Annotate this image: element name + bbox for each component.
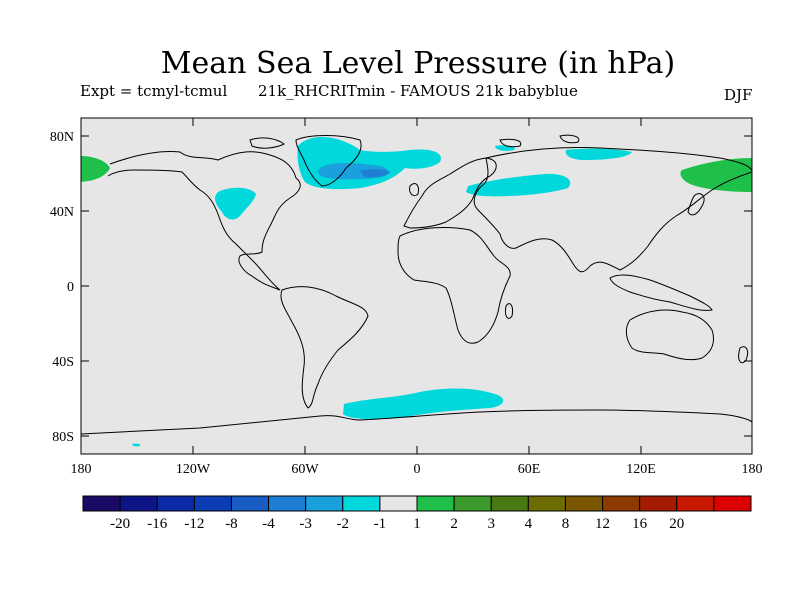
coastline-indonesia (609, 274, 713, 311)
lat-tick-label: 0 (67, 280, 74, 295)
anomaly-siberia (565, 148, 632, 160)
run-label: 21k_RHCRITmin - FAMOUS 21k babyblue (258, 82, 578, 100)
coastline-europe (403, 157, 497, 229)
lat-tick-label: 40N (50, 205, 74, 220)
lon-tick-label: 0 (414, 462, 421, 477)
colorbar-label: 4 (525, 516, 533, 532)
colorbar-swatch (676, 495, 715, 512)
coastline-africa (397, 227, 511, 344)
coastline-antarctica (81, 409, 752, 435)
coastline-greenland (295, 135, 362, 187)
colorbar-swatch (342, 495, 381, 512)
lat-tick-label: 80S (52, 430, 74, 445)
coastline-australia (625, 309, 715, 361)
colorbar-label: -20 (110, 516, 130, 532)
lon-axis: 180 120W 60W 0 60E 120E 180 (71, 118, 763, 477)
coastline-asia (473, 146, 752, 273)
coastline-new-zealand (738, 346, 749, 364)
anomaly-core-dark (360, 169, 390, 178)
lon-tick-label: 120W (176, 462, 211, 477)
colorbar-label: 8 (562, 516, 570, 532)
lat-axis: 80N 40N 0 40S 80S (50, 130, 752, 445)
lat-tick-label: 40S (52, 355, 74, 370)
colorbar-swatch (193, 495, 232, 512)
colorbar-label: -1 (374, 516, 387, 532)
colorbar-swatch (453, 495, 492, 512)
lon-tick-label: 60W (291, 462, 319, 477)
coastline-south-america (280, 286, 369, 409)
anomaly-alaska-west (81, 156, 110, 182)
anomaly-southern-ocean (343, 388, 504, 420)
anomaly-kamchatka (680, 158, 752, 192)
plot-title: Mean Sea Level Pressure (in hPa) (160, 46, 676, 81)
colorbar-label: -16 (147, 516, 167, 532)
anomaly-north-pacific (215, 187, 256, 220)
colorbar-label: 20 (669, 516, 684, 532)
colorbar-swatch (379, 495, 418, 512)
colorbar-swatch (268, 495, 307, 512)
lon-tick-label: 60E (518, 462, 541, 477)
colorbar-label: -8 (225, 516, 238, 532)
coastline-north-america (107, 151, 301, 291)
lon-tick-label: 180 (71, 462, 92, 477)
coastline-japan (687, 193, 705, 216)
coastlines (81, 134, 752, 435)
lon-tick-label: 180 (742, 462, 763, 477)
colorbar-label: -4 (262, 516, 275, 532)
colorbar-swatch (639, 495, 678, 512)
colorbar: -20 -16 -12 -8 -4 -3 -2 -1 1 2 3 4 8 12 16 20 (82, 495, 752, 532)
colorbar-swatch (490, 495, 529, 512)
anomaly-eurasia (466, 173, 571, 197)
season-label: DJF (724, 86, 753, 104)
colorbar-label: 12 (595, 516, 610, 532)
lat-tick-label: 80N (50, 130, 74, 145)
colorbar-swatch (119, 495, 158, 512)
anomaly-small-south (132, 443, 141, 447)
colorbar-label: -12 (184, 516, 204, 532)
colorbar-label: 2 (450, 516, 458, 532)
colorbar-swatch (230, 495, 270, 512)
anomaly-shading (81, 136, 752, 447)
colorbar-label: 1 (413, 516, 421, 532)
colorbar-swatch (713, 495, 752, 512)
coastline-arctic-islands (249, 134, 580, 149)
colorbar-label: -3 (299, 516, 312, 532)
experiment-label: Expt = tcmyl-tcmul (80, 82, 228, 100)
colorbar-swatch (416, 495, 455, 512)
colorbar-label: 3 (487, 516, 495, 532)
lon-tick-label: 120E (626, 462, 656, 477)
coastline-madagascar (505, 303, 513, 319)
colorbar-swatch (82, 495, 121, 512)
colorbar-swatch (602, 495, 641, 512)
colorbar-swatch (527, 495, 566, 512)
colorbar-label: 16 (632, 516, 648, 532)
colorbar-swatch (156, 495, 195, 512)
colorbar-swatch (564, 495, 604, 512)
coastline-britain (409, 183, 419, 197)
colorbar-label: -2 (337, 516, 350, 532)
colorbar-swatch (305, 495, 344, 512)
